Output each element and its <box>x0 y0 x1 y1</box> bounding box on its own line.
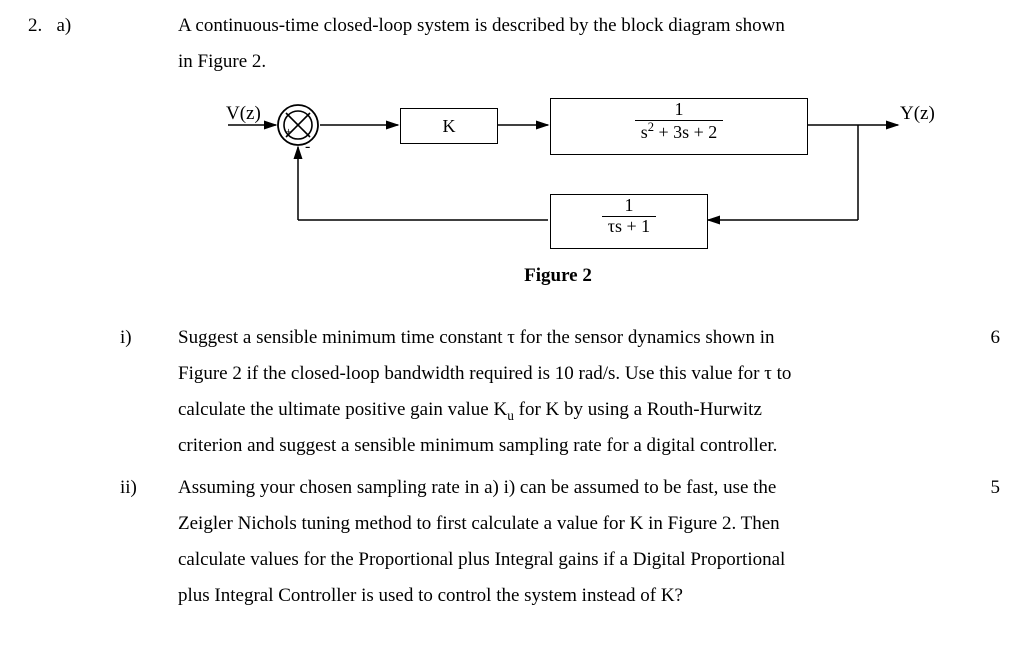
input-label: V(z) <box>226 96 261 132</box>
sum-plus: + <box>285 120 292 145</box>
part-i-line1: Suggest a sensible minimum time constant… <box>178 320 918 356</box>
plant-fraction: 1 s2 + 3s + 2 <box>635 100 724 143</box>
sensor-block: 1 τs + 1 <box>550 194 708 249</box>
sensor-fraction: 1 τs + 1 <box>602 196 656 237</box>
part-i-marks: 6 <box>991 320 1001 356</box>
sum-minus: - <box>305 132 310 162</box>
part-ii-body: Assuming your chosen sampling rate in a)… <box>178 470 918 614</box>
question-intro: A continuous-time closed-loop system is … <box>178 8 918 80</box>
output-label: Y(z) <box>900 96 935 132</box>
part-i-body: Suggest a sensible minimum time constant… <box>178 320 918 464</box>
qnum-text: 2. <box>28 15 42 36</box>
part-ii-line4: plus Integral Controller is used to cont… <box>178 578 918 614</box>
question-number: 2. a) <box>28 8 71 44</box>
part-ii-line1: Assuming your chosen sampling rate in a)… <box>178 470 918 506</box>
intro-line1: A continuous-time closed-loop system is … <box>178 8 918 44</box>
block-diagram: V(z) Y(z) + - K 1 s2 + 3s + 2 1 τs + 1 F… <box>178 90 938 290</box>
sensor-numerator: 1 <box>602 196 656 217</box>
qpart-text: a) <box>57 15 72 36</box>
part-ii-line3: calculate values for the Proportional pl… <box>178 542 918 578</box>
part-ii-line2: Zeigler Nichols tuning method to first c… <box>178 506 918 542</box>
part-i-line4: criterion and suggest a sensible minimum… <box>178 428 918 464</box>
gain-block: K <box>400 108 498 144</box>
part-i-line2: Figure 2 if the closed-loop bandwidth re… <box>178 356 918 392</box>
part-ii-label: ii) <box>120 470 137 506</box>
gain-label: K <box>443 116 456 136</box>
plant-block: 1 s2 + 3s + 2 <box>550 98 808 155</box>
intro-line2: in Figure 2. <box>178 44 918 80</box>
part-i-line3: calculate the ultimate positive gain val… <box>178 392 918 428</box>
part-ii-marks: 5 <box>991 470 1001 506</box>
figure-caption: Figure 2 <box>178 258 938 294</box>
part-i-label: i) <box>120 320 132 356</box>
plant-denominator: s2 + 3s + 2 <box>635 121 724 143</box>
page: 2. a) A continuous-time closed-loop syst… <box>0 0 1024 661</box>
plant-numerator: 1 <box>635 100 724 121</box>
sensor-denominator: τs + 1 <box>602 217 656 237</box>
